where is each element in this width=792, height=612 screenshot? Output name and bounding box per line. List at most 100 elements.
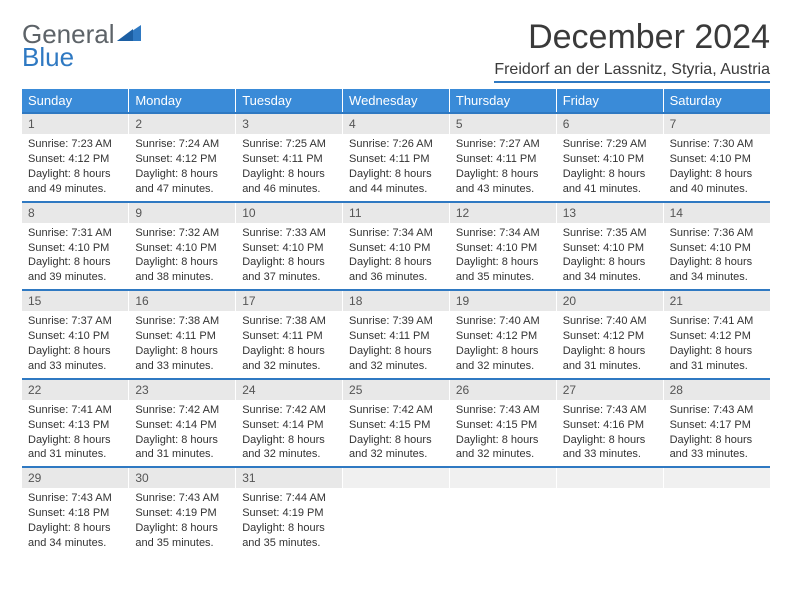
day-details: Sunrise: 7:43 AMSunset: 4:15 PMDaylight:… [450, 400, 556, 466]
calendar-day-cell: 20Sunrise: 7:40 AMSunset: 4:12 PMDayligh… [556, 290, 663, 379]
day-number: 18 [343, 291, 449, 311]
brand-word2: Blue [22, 45, 145, 70]
calendar-day-cell: 27Sunrise: 7:43 AMSunset: 4:16 PMDayligh… [556, 379, 663, 468]
day-number: 21 [664, 291, 770, 311]
calendar-day-cell: 23Sunrise: 7:42 AMSunset: 4:14 PMDayligh… [129, 379, 236, 468]
calendar-day-cell: 30Sunrise: 7:43 AMSunset: 4:19 PMDayligh… [129, 467, 236, 555]
day-details: Sunrise: 7:43 AMSunset: 4:17 PMDaylight:… [664, 400, 770, 466]
calendar-week-row: 29Sunrise: 7:43 AMSunset: 4:18 PMDayligh… [22, 467, 770, 555]
day-details: Sunrise: 7:33 AMSunset: 4:10 PMDaylight:… [236, 223, 342, 289]
day-details: Sunrise: 7:31 AMSunset: 4:10 PMDaylight:… [22, 223, 128, 289]
day-details: Sunrise: 7:34 AMSunset: 4:10 PMDaylight:… [450, 223, 556, 289]
day-number: 10 [236, 203, 342, 223]
day-details: Sunrise: 7:25 AMSunset: 4:11 PMDaylight:… [236, 134, 342, 200]
day-details: Sunrise: 7:41 AMSunset: 4:13 PMDaylight:… [22, 400, 128, 466]
calendar-day-cell [663, 467, 770, 555]
day-details: Sunrise: 7:44 AMSunset: 4:19 PMDaylight:… [236, 488, 342, 554]
day-details: Sunrise: 7:40 AMSunset: 4:12 PMDaylight:… [557, 311, 663, 377]
day-details: Sunrise: 7:37 AMSunset: 4:10 PMDaylight:… [22, 311, 128, 377]
calendar-day-cell: 28Sunrise: 7:43 AMSunset: 4:17 PMDayligh… [663, 379, 770, 468]
calendar-day-cell: 10Sunrise: 7:33 AMSunset: 4:10 PMDayligh… [236, 202, 343, 291]
weekday-header: Monday [129, 89, 236, 113]
day-number: 6 [557, 114, 663, 134]
day-details: Sunrise: 7:30 AMSunset: 4:10 PMDaylight:… [664, 134, 770, 200]
calendar-day-cell: 16Sunrise: 7:38 AMSunset: 4:11 PMDayligh… [129, 290, 236, 379]
day-number: 8 [22, 203, 128, 223]
calendar-day-cell: 26Sunrise: 7:43 AMSunset: 4:15 PMDayligh… [449, 379, 556, 468]
day-number: 22 [22, 380, 128, 400]
day-number: 26 [450, 380, 556, 400]
location-line: Freidorf an der Lassnitz, Styria, Austri… [494, 61, 770, 83]
day-details: Sunrise: 7:23 AMSunset: 4:12 PMDaylight:… [22, 134, 128, 200]
day-details: Sunrise: 7:39 AMSunset: 4:11 PMDaylight:… [343, 311, 449, 377]
calendar-week-row: 22Sunrise: 7:41 AMSunset: 4:13 PMDayligh… [22, 379, 770, 468]
day-details: Sunrise: 7:29 AMSunset: 4:10 PMDaylight:… [557, 134, 663, 200]
weekday-header: Sunday [22, 89, 129, 113]
day-number: 17 [236, 291, 342, 311]
calendar-day-cell: 2Sunrise: 7:24 AMSunset: 4:12 PMDaylight… [129, 113, 236, 202]
calendar-day-cell: 1Sunrise: 7:23 AMSunset: 4:12 PMDaylight… [22, 113, 129, 202]
calendar-day-cell: 5Sunrise: 7:27 AMSunset: 4:11 PMDaylight… [449, 113, 556, 202]
calendar-day-cell: 29Sunrise: 7:43 AMSunset: 4:18 PMDayligh… [22, 467, 129, 555]
day-number: 20 [557, 291, 663, 311]
calendar-day-cell: 7Sunrise: 7:30 AMSunset: 4:10 PMDaylight… [663, 113, 770, 202]
day-number: 5 [450, 114, 556, 134]
day-number: 28 [664, 380, 770, 400]
day-details: Sunrise: 7:42 AMSunset: 4:14 PMDaylight:… [129, 400, 235, 466]
day-number: 2 [129, 114, 235, 134]
calendar-table: Sunday Monday Tuesday Wednesday Thursday… [22, 89, 770, 555]
day-details: Sunrise: 7:42 AMSunset: 4:14 PMDaylight:… [236, 400, 342, 466]
day-details: Sunrise: 7:43 AMSunset: 4:18 PMDaylight:… [22, 488, 128, 554]
day-number [450, 468, 556, 488]
day-number: 11 [343, 203, 449, 223]
calendar-day-cell: 8Sunrise: 7:31 AMSunset: 4:10 PMDaylight… [22, 202, 129, 291]
calendar-day-cell [343, 467, 450, 555]
calendar-day-cell [449, 467, 556, 555]
day-number: 29 [22, 468, 128, 488]
day-details: Sunrise: 7:43 AMSunset: 4:16 PMDaylight:… [557, 400, 663, 466]
calendar-day-cell: 14Sunrise: 7:36 AMSunset: 4:10 PMDayligh… [663, 202, 770, 291]
day-number: 24 [236, 380, 342, 400]
day-number [557, 468, 663, 488]
calendar-day-cell: 18Sunrise: 7:39 AMSunset: 4:11 PMDayligh… [343, 290, 450, 379]
brand-logo: General Blue [22, 18, 145, 69]
calendar-day-cell: 6Sunrise: 7:29 AMSunset: 4:10 PMDaylight… [556, 113, 663, 202]
calendar-day-cell: 24Sunrise: 7:42 AMSunset: 4:14 PMDayligh… [236, 379, 343, 468]
day-number: 27 [557, 380, 663, 400]
calendar-day-cell: 11Sunrise: 7:34 AMSunset: 4:10 PMDayligh… [343, 202, 450, 291]
calendar-day-cell: 31Sunrise: 7:44 AMSunset: 4:19 PMDayligh… [236, 467, 343, 555]
page-header: General Blue December 2024 Freidorf an d… [22, 18, 770, 83]
day-number [664, 468, 770, 488]
calendar-day-cell [556, 467, 663, 555]
calendar-day-cell: 22Sunrise: 7:41 AMSunset: 4:13 PMDayligh… [22, 379, 129, 468]
day-number: 4 [343, 114, 449, 134]
day-number: 14 [664, 203, 770, 223]
day-details: Sunrise: 7:35 AMSunset: 4:10 PMDaylight:… [557, 223, 663, 289]
day-details: Sunrise: 7:27 AMSunset: 4:11 PMDaylight:… [450, 134, 556, 200]
title-block: December 2024 Freidorf an der Lassnitz, … [494, 18, 770, 83]
calendar-week-row: 1Sunrise: 7:23 AMSunset: 4:12 PMDaylight… [22, 113, 770, 202]
day-details: Sunrise: 7:43 AMSunset: 4:19 PMDaylight:… [129, 488, 235, 554]
month-title: December 2024 [494, 18, 770, 57]
calendar-day-cell: 9Sunrise: 7:32 AMSunset: 4:10 PMDaylight… [129, 202, 236, 291]
day-number: 19 [450, 291, 556, 311]
day-number: 1 [22, 114, 128, 134]
day-details: Sunrise: 7:38 AMSunset: 4:11 PMDaylight:… [129, 311, 235, 377]
day-number: 16 [129, 291, 235, 311]
day-details: Sunrise: 7:32 AMSunset: 4:10 PMDaylight:… [129, 223, 235, 289]
calendar-day-cell: 25Sunrise: 7:42 AMSunset: 4:15 PMDayligh… [343, 379, 450, 468]
brand-triangle-icon [117, 22, 145, 47]
calendar-day-cell: 13Sunrise: 7:35 AMSunset: 4:10 PMDayligh… [556, 202, 663, 291]
calendar-day-cell: 21Sunrise: 7:41 AMSunset: 4:12 PMDayligh… [663, 290, 770, 379]
day-number: 23 [129, 380, 235, 400]
day-number: 30 [129, 468, 235, 488]
day-number: 9 [129, 203, 235, 223]
day-details: Sunrise: 7:41 AMSunset: 4:12 PMDaylight:… [664, 311, 770, 377]
calendar-day-cell: 3Sunrise: 7:25 AMSunset: 4:11 PMDaylight… [236, 113, 343, 202]
day-details: Sunrise: 7:36 AMSunset: 4:10 PMDaylight:… [664, 223, 770, 289]
day-details: Sunrise: 7:24 AMSunset: 4:12 PMDaylight:… [129, 134, 235, 200]
day-details: Sunrise: 7:26 AMSunset: 4:11 PMDaylight:… [343, 134, 449, 200]
weekday-header-row: Sunday Monday Tuesday Wednesday Thursday… [22, 89, 770, 113]
calendar-week-row: 15Sunrise: 7:37 AMSunset: 4:10 PMDayligh… [22, 290, 770, 379]
calendar-day-cell: 19Sunrise: 7:40 AMSunset: 4:12 PMDayligh… [449, 290, 556, 379]
